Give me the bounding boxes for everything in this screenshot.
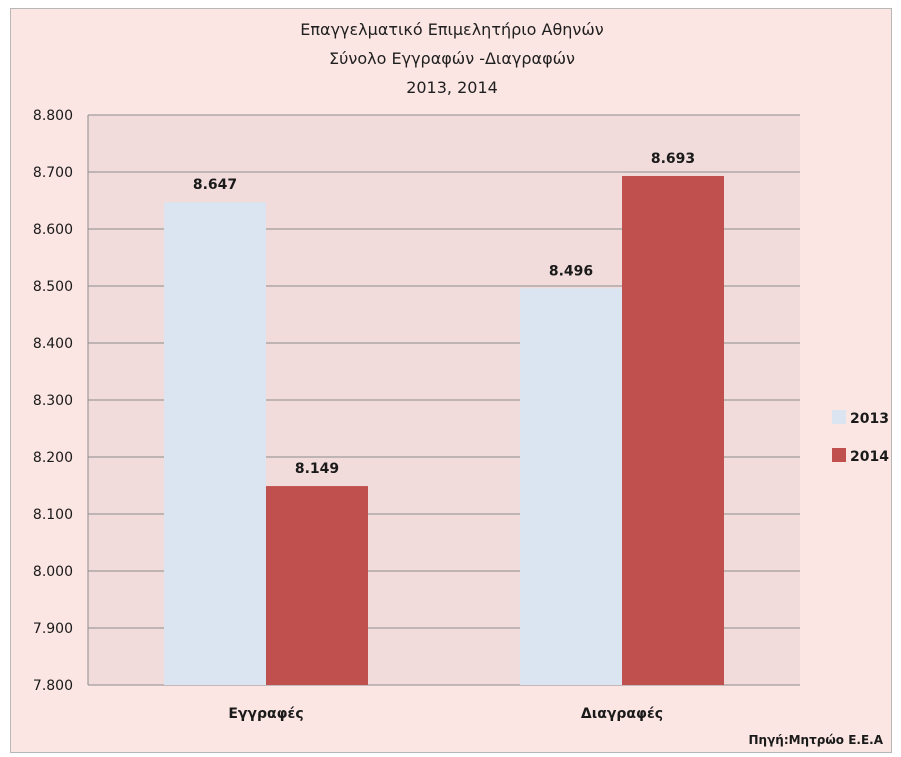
bar-2013-1 xyxy=(520,288,622,685)
chart-title: Επαγγελματικό Επιμελητήριο Αθηνών Σύνολο… xyxy=(300,20,603,97)
chart-title-line-3: 2013, 2014 xyxy=(406,78,498,97)
y-tick-label: 7.800 xyxy=(33,678,73,694)
legend: 2013 2014 xyxy=(832,410,889,465)
y-tick-label: 8.300 xyxy=(33,393,73,409)
y-tick-label: 8.800 xyxy=(33,108,73,124)
y-tick-label: 8.000 xyxy=(33,564,73,580)
bar-2014-0 xyxy=(266,486,368,685)
source-note: Πηγή:Μητρώο Ε.Ε.Α xyxy=(749,733,884,747)
bars xyxy=(164,175,724,686)
legend-swatch-2014 xyxy=(832,448,846,462)
chart-title-line-2: Σύνολο Εγγραφών -Διαγραφών xyxy=(329,49,575,68)
data-label: 8.496 xyxy=(549,263,593,279)
y-axis-tick-labels: 7.800 7.900 8.000 8.100 8.200 8.300 8.400 8.500… xyxy=(33,108,73,694)
y-tick-label: 8.100 xyxy=(33,507,73,523)
bar-2013-0 xyxy=(164,202,266,685)
x-category-label: Διαγραφές xyxy=(581,706,663,722)
data-label: 8.149 xyxy=(295,461,339,477)
data-labels: 8.647 8.149 8.496 8.693 xyxy=(193,151,695,477)
y-tick-label: 8.200 xyxy=(33,450,73,466)
bar-2014-1 xyxy=(622,175,724,686)
y-tick-label: 8.700 xyxy=(33,165,73,181)
data-label: 8.693 xyxy=(651,151,695,167)
x-category-label: Εγγραφές xyxy=(228,706,303,722)
y-tick-label: 8.400 xyxy=(33,336,73,352)
x-axis-category-labels: Εγγραφές Διαγραφές xyxy=(228,706,663,722)
legend-swatch-2013 xyxy=(832,410,846,424)
y-tick-label: 8.600 xyxy=(33,222,73,238)
data-label: 8.647 xyxy=(193,177,237,193)
chart-title-line-1: Επαγγελματικό Επιμελητήριο Αθηνών xyxy=(300,20,603,39)
legend-label-2013: 2013 xyxy=(850,411,889,427)
y-tick-label: 7.900 xyxy=(33,621,73,637)
legend-label-2014: 2014 xyxy=(850,449,889,465)
y-tick-label: 8.500 xyxy=(33,279,73,295)
